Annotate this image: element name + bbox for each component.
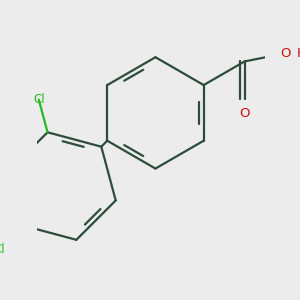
Text: H: H bbox=[297, 46, 300, 59]
Text: Cl: Cl bbox=[33, 93, 45, 106]
Text: O: O bbox=[239, 107, 250, 120]
Text: O: O bbox=[280, 46, 290, 59]
Text: Cl: Cl bbox=[0, 243, 4, 256]
